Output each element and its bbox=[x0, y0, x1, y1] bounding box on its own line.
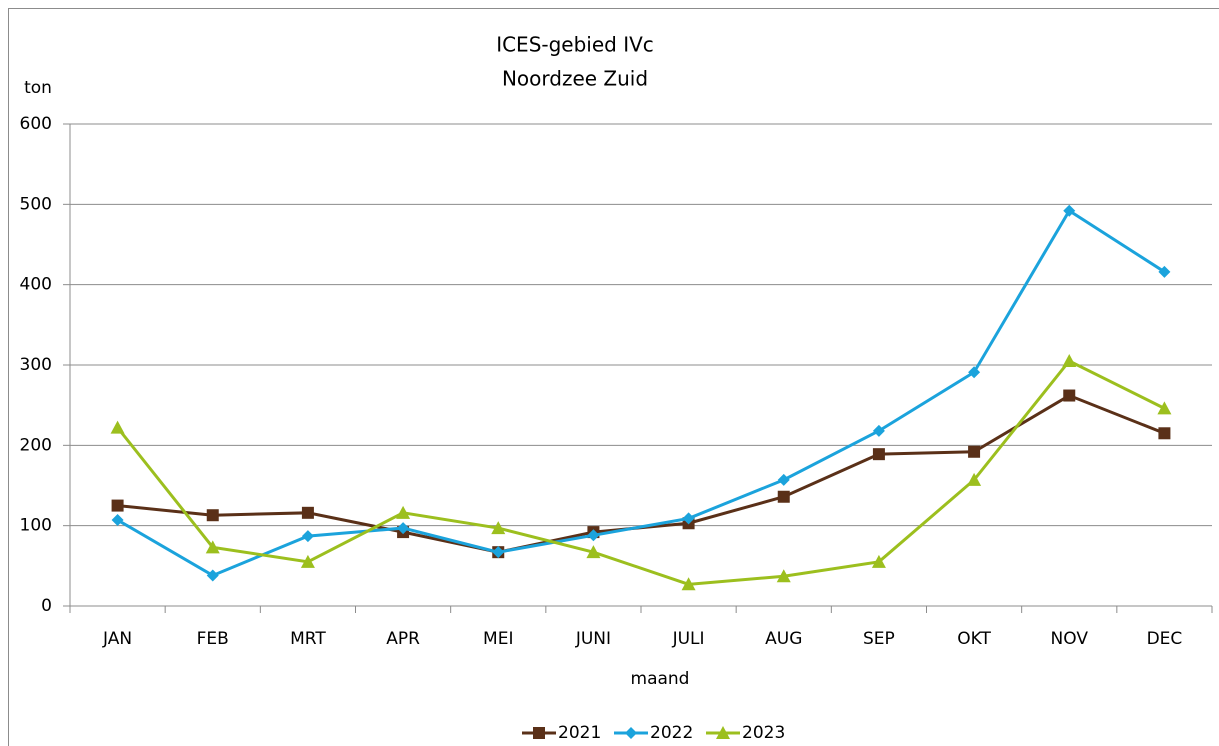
data-point bbox=[682, 512, 695, 525]
data-point bbox=[491, 521, 506, 535]
data-point bbox=[300, 554, 315, 568]
data-point bbox=[587, 529, 600, 542]
data-point bbox=[1158, 427, 1171, 440]
data-point bbox=[776, 569, 791, 583]
data-point bbox=[586, 545, 601, 559]
y-tick-label: 300 bbox=[20, 355, 52, 375]
x-tick-label: JULI bbox=[672, 629, 705, 649]
data-point bbox=[396, 505, 411, 519]
y-tick-label: 500 bbox=[20, 194, 52, 214]
x-tick-label: JUNI bbox=[575, 629, 611, 649]
data-point bbox=[1157, 401, 1172, 415]
data-point bbox=[681, 577, 696, 591]
y-tick-label: 600 bbox=[20, 114, 52, 134]
data-point bbox=[872, 448, 885, 461]
legend-label: 2022 bbox=[650, 723, 693, 743]
y-tick-label: 400 bbox=[20, 275, 52, 295]
x-tick-label: MEI bbox=[483, 629, 513, 649]
data-point bbox=[492, 546, 505, 559]
legend-marker bbox=[533, 727, 545, 739]
data-point bbox=[206, 569, 219, 582]
x-tick-label: MRT bbox=[290, 629, 326, 649]
data-point bbox=[111, 499, 124, 512]
x-tick-label: FEB bbox=[197, 629, 229, 649]
y-tick-label: 100 bbox=[20, 516, 52, 536]
x-tick-label: JAN bbox=[102, 629, 132, 649]
data-point bbox=[1158, 265, 1171, 278]
data-point bbox=[397, 522, 410, 535]
x-tick-label: APR bbox=[386, 629, 420, 649]
data-point bbox=[1063, 204, 1076, 217]
series-line bbox=[116, 208, 1166, 578]
data-point bbox=[872, 424, 885, 437]
data-point bbox=[206, 509, 219, 522]
y-tick-label: 0 bbox=[41, 596, 52, 616]
x-tick-label: OKT bbox=[957, 629, 991, 649]
data-point bbox=[110, 420, 125, 434]
data-point bbox=[777, 490, 790, 503]
legend-label: 2023 bbox=[742, 723, 785, 743]
x-axis-label: maand bbox=[631, 669, 690, 689]
data-point bbox=[967, 472, 982, 486]
chart-frame bbox=[8, 8, 1219, 746]
x-tick-label: AUG bbox=[765, 629, 802, 649]
legend-marker bbox=[716, 726, 730, 739]
data-point bbox=[1063, 389, 1076, 402]
data-point bbox=[111, 514, 124, 527]
data-point bbox=[301, 530, 314, 543]
data-point bbox=[871, 554, 886, 568]
series-line bbox=[117, 393, 1165, 554]
data-point bbox=[968, 445, 981, 458]
x-tick-label: SEP bbox=[863, 629, 895, 649]
chart-title: ICES-gebied IVc bbox=[496, 33, 654, 57]
data-point bbox=[968, 366, 981, 379]
x-tick-label: DEC bbox=[1147, 629, 1183, 649]
data-point bbox=[1062, 353, 1077, 367]
chart-subtitle: Noordzee Zuid bbox=[502, 67, 648, 91]
series-line bbox=[116, 359, 1166, 586]
data-point bbox=[777, 473, 790, 486]
x-tick-label: NOV bbox=[1051, 629, 1089, 649]
data-point bbox=[301, 506, 314, 519]
data-point bbox=[205, 540, 220, 554]
legend-label: 2021 bbox=[558, 723, 601, 743]
y-axis-label: ton bbox=[24, 78, 52, 98]
y-tick-label: 200 bbox=[20, 435, 52, 455]
legend-marker bbox=[625, 727, 637, 739]
